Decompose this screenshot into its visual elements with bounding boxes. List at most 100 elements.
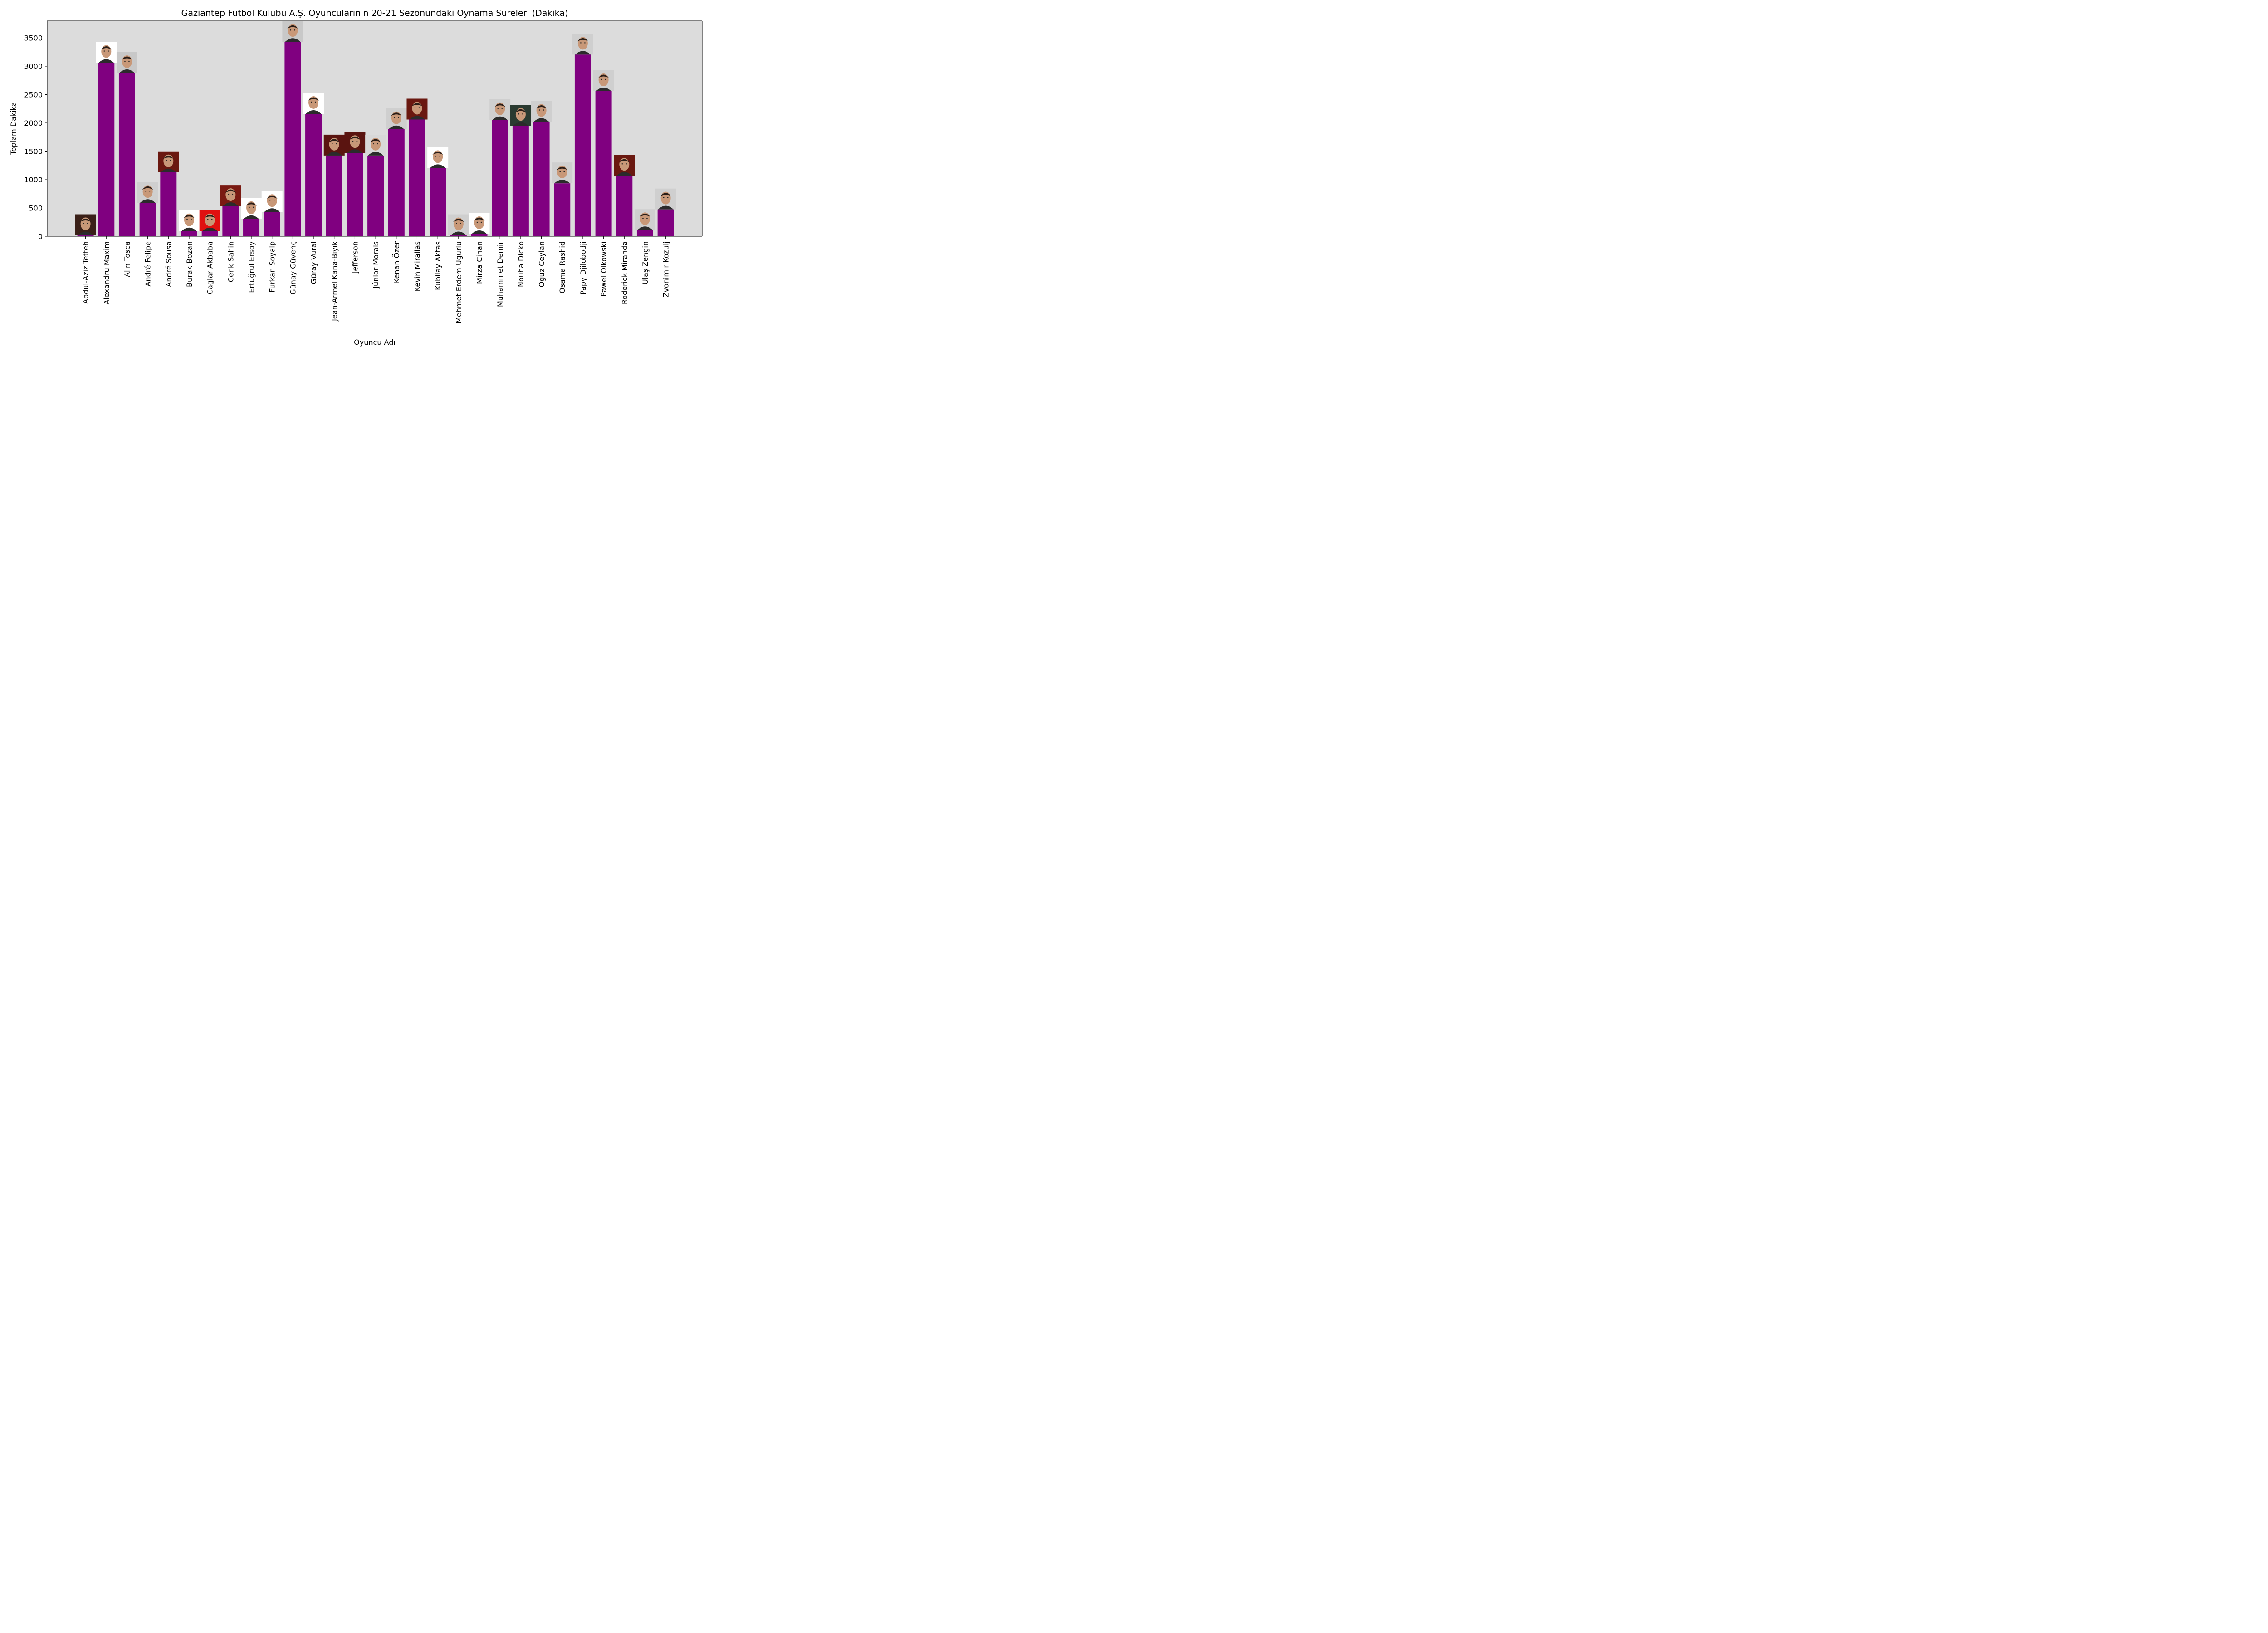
x-tick-label: Caglar Akbaba — [206, 241, 215, 294]
bar-mirza-cihan — [471, 234, 488, 236]
player-photo-icon — [116, 52, 137, 73]
x-tick-label: André Sousa — [164, 241, 173, 287]
x-tick-label: Jefferson — [351, 241, 359, 274]
player-photo-icon — [303, 93, 324, 114]
bar-alexandru-maxim — [98, 63, 115, 236]
x-tick-label: Cenk Sahin — [226, 241, 235, 282]
bar-g-nay-g-ven- — [284, 42, 301, 236]
bar-furkan-soyalp — [264, 212, 280, 236]
x-tick-label: Abdul-Aziz Tetteh — [82, 241, 90, 304]
bar-burak-bozan — [181, 231, 197, 236]
y-tick-label: 1000 — [24, 176, 43, 184]
player-photo-icon — [614, 155, 635, 176]
player-photo-icon — [634, 209, 655, 230]
player-photo-icon — [572, 34, 593, 55]
bar-oguz-ceylan — [533, 122, 550, 236]
bar-j-nior-morais — [367, 155, 384, 237]
x-tick-label: Papy Djilobodji — [579, 241, 587, 295]
bar-papy-djilobodji — [574, 54, 591, 237]
bar-andr-sousa — [160, 172, 177, 236]
x-axis-label: Oyuncu Adı — [354, 338, 396, 347]
x-tick-label: Osama Rashid — [558, 241, 567, 293]
x-tick-label: André Felipe — [144, 241, 152, 286]
player-photo-icon — [261, 191, 283, 212]
x-tick-label: Ulaş Zengin — [641, 241, 650, 284]
x-tick-label: Alexandru Maxim — [102, 241, 111, 304]
x-tick-label: Zvonimir Kozulj — [662, 241, 670, 297]
player-photo-icon — [593, 70, 614, 91]
x-tick-label: Kevin Mirallas — [413, 241, 421, 291]
bar-abdul-aziz-tetteh — [77, 235, 94, 236]
player-photo-icon — [220, 185, 241, 206]
x-tick-label: Mirza Cihan — [475, 241, 484, 284]
y-tick-label: 3000 — [24, 62, 43, 71]
bar-osama-rashid — [554, 183, 571, 237]
y-axis-label: Toplam Dakika — [9, 102, 18, 156]
x-tick-label: Kenan Özer — [392, 241, 401, 284]
player-photo-icon — [510, 105, 531, 126]
bar-g-ray-vural — [305, 114, 322, 236]
player-photo-icon — [448, 214, 469, 235]
bar-kevin-mirallas — [409, 119, 425, 236]
bar-jefferson — [347, 153, 363, 236]
y-tick-label: 0 — [38, 232, 43, 241]
player-photo-icon — [427, 147, 449, 168]
player-photo-icon — [75, 214, 96, 235]
y-tick-label: 1500 — [24, 147, 43, 156]
bar-chart-svg: Gaziantep Futbol Kulübü A.Ş. Oyuncuların… — [9, 8, 703, 347]
x-tick-label: Oguz Ceylan — [538, 241, 546, 287]
chart-title: Gaziantep Futbol Kulübü A.Ş. Oyuncuların… — [181, 8, 568, 18]
bar-cenk-sahin — [222, 206, 239, 237]
player-photo-icon — [655, 188, 676, 210]
x-tick-label: Günay Güvenç — [288, 241, 297, 295]
x-tick-label: Nouha Dicko — [517, 241, 525, 287]
bar-pawel-olkowski — [595, 91, 612, 236]
y-tick-label: 2000 — [24, 119, 43, 127]
player-photo-icon — [552, 162, 573, 184]
bar-alin-tosca — [118, 73, 135, 236]
x-tick-label: Kubilay Aktas — [434, 241, 442, 290]
player-photo-icon — [531, 101, 552, 122]
bar-ula-zengin — [636, 230, 653, 236]
player-photo-icon — [282, 21, 303, 42]
player-photo-icon — [241, 198, 262, 219]
player-photo-icon — [158, 151, 179, 172]
player-photo-icon — [406, 98, 428, 120]
bar-ertu-rul-ersoy — [243, 219, 260, 237]
bar-zvonimir-kozulj — [657, 209, 674, 237]
y-tick-label: 500 — [29, 204, 43, 213]
bar-andr-felipe — [139, 203, 156, 236]
bar-jean-armel-kana-biyik — [326, 155, 342, 237]
player-photo-icon — [137, 182, 158, 203]
bar-nouha-dicko — [512, 126, 529, 236]
x-tick-label: Furkan Soyalp — [268, 241, 277, 293]
chart: Gaziantep Futbol Kulübü A.Ş. Oyuncuların… — [0, 0, 711, 356]
y-tick-label: 2500 — [24, 91, 43, 99]
player-photo-icon — [469, 213, 490, 234]
x-tick-label: Muhammet Demir — [496, 241, 504, 307]
bar-muhammet-demir — [492, 120, 508, 236]
x-tick-label: Ertuğrul Ersoy — [247, 241, 256, 293]
player-photo-icon — [199, 210, 220, 231]
x-tick-label: Burak Bozan — [185, 241, 194, 287]
y-tick-label: 3500 — [24, 34, 43, 43]
player-photo-icon — [323, 134, 345, 156]
x-tick-label: Jean-Armel Kana-Biyik — [330, 241, 339, 322]
x-tick-label: Roderick Miranda — [620, 241, 629, 304]
x-tick-label: Pawel Olkowski — [600, 241, 608, 297]
player-photo-icon — [96, 42, 117, 63]
bar-kubilay-aktas — [430, 168, 446, 237]
x-tick-label: Mehmet Erdem Ugurlu — [455, 241, 463, 323]
bar-mehmet-erdem-ugurlu — [450, 235, 467, 236]
bar-caglar-akbaba — [201, 231, 218, 236]
x-tick-label: Alin Tosca — [123, 241, 132, 277]
plot-area: 0 500 1000 1500 2000 2500 3000 3500 Abdul-Aziz T… — [24, 20, 703, 323]
player-photo-icon — [179, 210, 200, 231]
x-tick-label: Júnior Morais — [371, 241, 380, 289]
player-photo-icon — [365, 134, 386, 156]
bar-kenan-zer — [388, 129, 405, 236]
x-tick-label: Güray Vural — [309, 241, 318, 284]
player-photo-icon — [386, 108, 407, 129]
player-photo-icon — [489, 99, 511, 120]
player-photo-icon — [344, 132, 366, 153]
